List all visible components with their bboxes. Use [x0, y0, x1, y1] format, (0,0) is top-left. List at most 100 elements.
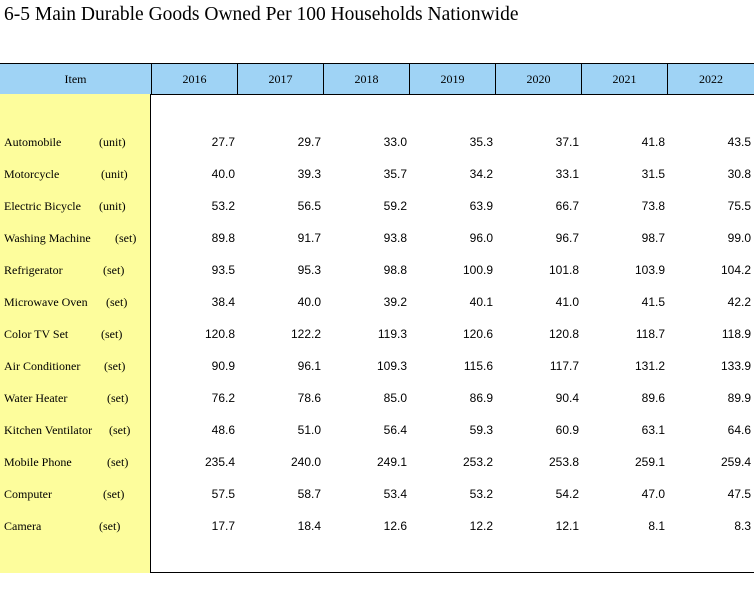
table-row: Microwave Oven (set) 38.4 40.0 39.2 40.1 41.0 4… — [0, 286, 754, 318]
table-cell: 27.7 — [211, 135, 235, 149]
table-cell: 253.8 — [548, 455, 579, 469]
table-cell: 253.2 — [462, 455, 493, 469]
table-cell: 39.3 — [297, 167, 321, 181]
table-row: Motorcycle (unit) 40.0 39.3 35.7 34.2 33.1 31.5… — [0, 158, 754, 190]
table-cell: 95.3 — [297, 263, 321, 277]
table-cell: 29.7 — [297, 135, 321, 149]
table-cell: 76.2 — [211, 391, 235, 405]
data-table: Item 2016 2017 2018 2019 2020 2021 2022 Automo… — [0, 63, 754, 573]
row-unit-label: (set) — [107, 455, 129, 469]
header-year: 2016 — [152, 64, 238, 94]
table-cell: 39.2 — [383, 295, 407, 309]
table-cell: 93.8 — [383, 231, 407, 245]
table-cell: 86.9 — [469, 391, 493, 405]
table-cell: 58.7 — [297, 487, 321, 501]
table-cell: 57.5 — [211, 487, 235, 501]
table-cell: 34.2 — [469, 167, 493, 181]
header-item: Item — [0, 64, 152, 94]
table-cell: 38.4 — [211, 295, 235, 309]
table-cell: 54.2 — [555, 487, 579, 501]
table-cell: 249.1 — [376, 455, 407, 469]
row-item-label: Motorcycle — [4, 167, 60, 181]
table-header: Item 2016 2017 2018 2019 2020 2021 2022 — [0, 64, 754, 95]
table-cell: 90.9 — [211, 359, 235, 373]
table-cell: 18.4 — [297, 519, 321, 533]
table-cell: 101.8 — [548, 263, 579, 277]
row-unit-label: (set) — [103, 487, 125, 501]
row-unit-label: (unit) — [101, 167, 128, 181]
table-cell: 133.9 — [720, 359, 751, 373]
table-row: Refrigerator (set) 93.5 95.3 98.8 100.9 101.8 1… — [0, 254, 754, 286]
table-row: Computer (set) 57.5 58.7 53.4 53.2 54.2 47.0 47.… — [0, 478, 754, 510]
table-cell: 98.8 — [383, 263, 407, 277]
table-cell: 85.0 — [383, 391, 407, 405]
table-cell: 37.1 — [555, 135, 579, 149]
row-unit-label: (set) — [106, 295, 128, 309]
table-cell: 56.4 — [383, 423, 407, 437]
header-year: 2020 — [496, 64, 582, 94]
table-cell: 53.2 — [211, 199, 235, 213]
table-cell: 33.0 — [383, 135, 407, 149]
table-cell: 40.0 — [297, 295, 321, 309]
table-cell: 75.5 — [727, 199, 751, 213]
table-cell: 235.4 — [204, 455, 235, 469]
row-unit-label: (set) — [103, 263, 125, 277]
row-unit-label: (unit) — [99, 135, 126, 149]
row-item-label: Washing Machine — [4, 231, 91, 245]
table-cell: 8.3 — [734, 519, 751, 533]
table-row: Mobile Phone (set) 235.4 240.0 249.1 253.2 253… — [0, 446, 754, 478]
table-cell: 63.9 — [469, 199, 493, 213]
table-cell: 120.8 — [548, 327, 579, 341]
row-item-label: Electric Bicycle — [4, 199, 81, 213]
table-cell: 59.3 — [469, 423, 493, 437]
row-item-label: Microwave Oven — [4, 295, 88, 309]
table-cell: 43.5 — [727, 135, 751, 149]
table-cell: 35.3 — [469, 135, 493, 149]
table-cell: 120.8 — [204, 327, 235, 341]
row-unit-label: (set) — [115, 231, 137, 245]
table-cell: 240.0 — [290, 455, 321, 469]
table-cell: 93.5 — [211, 263, 235, 277]
table-cell: 96.0 — [469, 231, 493, 245]
table-cell: 8.1 — [648, 519, 665, 533]
table-cell: 47.5 — [727, 487, 751, 501]
table-cell: 12.6 — [383, 519, 407, 533]
table-cell: 66.7 — [555, 199, 579, 213]
header-year: 2021 — [582, 64, 668, 94]
table-cell: 63.1 — [641, 423, 665, 437]
table-title: 6-5 Main Durable Goods Owned Per 100 Hou… — [4, 4, 519, 25]
table-cell: 120.6 — [462, 327, 493, 341]
table-cell: 40.1 — [469, 295, 493, 309]
table-cell: 96.7 — [555, 231, 579, 245]
table-cell: 51.0 — [297, 423, 321, 437]
item-column — [0, 94, 151, 573]
row-unit-label: (set) — [107, 391, 129, 405]
table-row: Automobile (unit) 27.7 29.7 33.0 35.3 37.1 41.8… — [0, 126, 754, 158]
table-row: Washing Machine (set) 89.8 91.7 93.8 96.0 96.7… — [0, 222, 754, 254]
table-cell: 100.9 — [462, 263, 493, 277]
table-cell: 99.0 — [727, 231, 751, 245]
table-cell: 118.7 — [635, 327, 665, 341]
table-row: Water Heater (set) 76.2 78.6 85.0 86.9 90.4 89.… — [0, 382, 754, 414]
header-year: 2019 — [410, 64, 496, 94]
table-cell: 33.1 — [555, 167, 579, 181]
table-cell: 64.6 — [727, 423, 751, 437]
table-cell: 103.9 — [634, 263, 665, 277]
table-cell: 59.2 — [383, 199, 407, 213]
row-item-label: Automobile — [4, 135, 62, 149]
table-cell: 53.4 — [383, 487, 407, 501]
table-cell: 41.5 — [641, 295, 665, 309]
table-cell: 60.9 — [555, 423, 579, 437]
row-item-label: Mobile Phone — [4, 455, 72, 469]
table-row: Color TV Set (set) 120.8 122.2 119.3 120.6 120… — [0, 318, 754, 350]
row-item-label: Kitchen Ventilator — [4, 423, 93, 437]
table-row: Air Conditioner (set) 90.9 96.1 109.3 115.6 11… — [0, 350, 754, 382]
table-cell: 91.7 — [297, 231, 321, 245]
table-cell: 30.8 — [727, 167, 751, 181]
table-row: Electric Bicycle (unit) 53.2 56.5 59.2 63.9 66… — [0, 190, 754, 222]
table-cell: 259.1 — [634, 455, 665, 469]
table-cell: 117.7 — [549, 359, 579, 373]
row-unit-label: (set) — [101, 327, 123, 341]
table-cell: 98.7 — [641, 231, 665, 245]
row-item-label: Refrigerator — [4, 263, 63, 277]
